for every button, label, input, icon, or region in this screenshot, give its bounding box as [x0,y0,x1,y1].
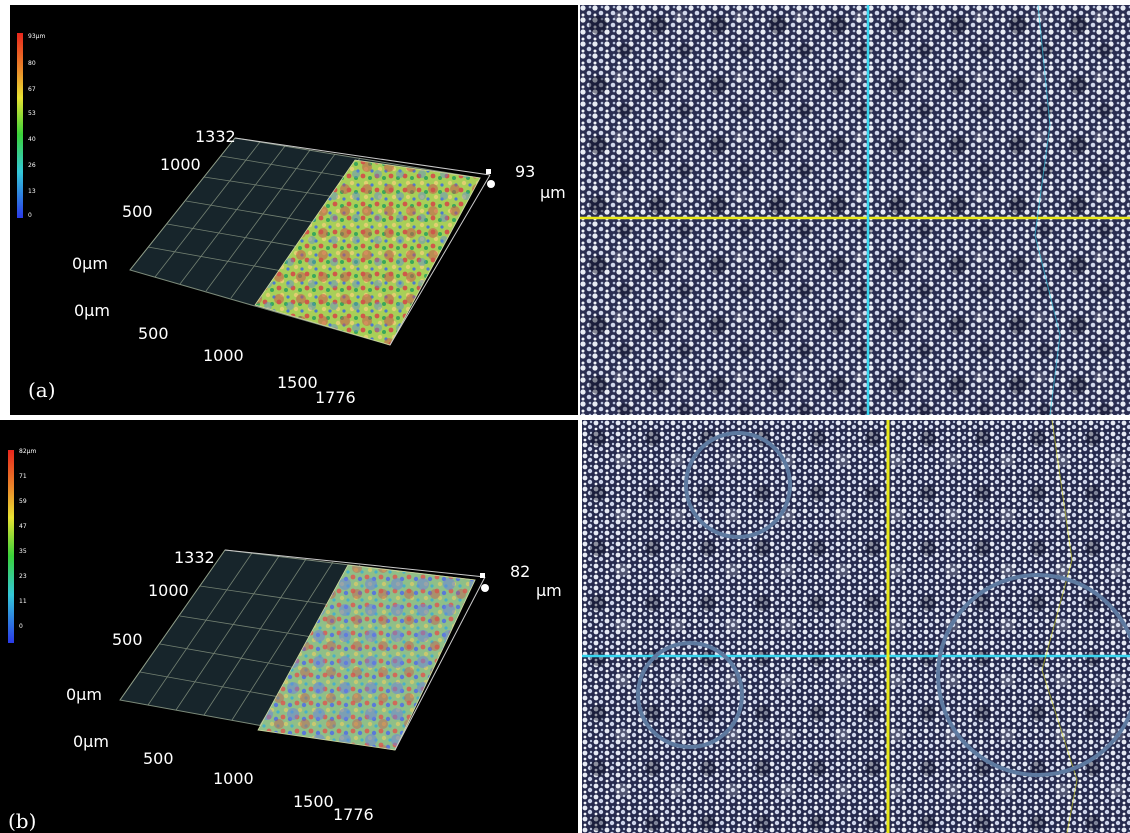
scale-tick: 13 [28,188,36,195]
panel-b-3d-svg: 82µm 71 59 47 35 23 11 0 [8,448,562,833]
scale-tick: 53 [28,110,36,117]
x-tick: 1000 [203,346,244,365]
panel-b-3d-surface: 82µm 71 59 47 35 23 11 0 [0,420,578,833]
particle-shading [580,5,1130,415]
color-scale-ticks: 93µm 80 67 53 40 26 13 0 [28,33,45,219]
z-unit: µm [536,581,562,600]
x-tick: 1500 [277,373,318,392]
panel-label: (a) [28,378,56,402]
scale-tick: 0 [28,212,32,219]
right-edge-line [389,174,491,346]
scale-tick: 71 [19,473,27,480]
corner-marker [487,180,495,188]
color-scale-bar [17,33,23,218]
x-tick: 500 [143,749,174,768]
top-edge-line [234,137,491,176]
highlight-circle [636,641,744,749]
z-max-value: 82 [510,562,530,581]
x-axis-ticks: 0µm 500 1000 1500 1776 [74,301,356,407]
x-tick: 500 [138,324,169,343]
scale-tick: 93µm [28,33,45,40]
panel-label: (b) [8,809,36,833]
panel-a-3d-svg: 93µm 80 67 53 40 26 13 0 [17,33,566,407]
particle-shading [582,420,1130,833]
z-unit: µm [540,183,566,202]
column-divider [578,0,580,833]
y-tick: 500 [122,202,153,221]
boundary-trace [1034,5,1061,415]
micrograph-b-svg [582,420,1130,833]
x-tick: 0µm [74,301,110,320]
scale-tick: 59 [19,498,27,505]
color-scale-bar [8,450,14,643]
y-axis-ticks: 1332 1000 500 0µm [66,548,215,704]
y-axis-ticks: 1332 1000 500 0µm [72,127,236,273]
scale-tick: 40 [28,136,36,143]
scale-tick: 82µm [19,448,36,455]
micrograph-a-svg [580,5,1130,415]
z-max-value: 93 [515,162,535,181]
scale-tick: 23 [19,573,27,580]
y-tick: 500 [112,630,143,649]
corner-marker [480,573,485,578]
y-tick: 0µm [66,685,102,704]
corner-marker [486,169,491,174]
right-edge-line [394,576,486,751]
scale-tick: 0 [19,623,23,630]
color-scale-ticks: 82µm 71 59 47 35 23 11 0 [19,448,36,630]
panel-b-micrograph [582,420,1130,833]
y-tick: 0µm [72,254,108,273]
y-tick: 1000 [148,581,189,600]
scale-tick: 26 [28,162,36,169]
highlight-circle [684,431,792,539]
x-tick: 1776 [315,388,356,407]
scale-tick: 47 [19,523,27,530]
surface-texture-overlay [255,160,480,345]
y-tick: 1332 [174,548,215,567]
surface-texture-overlay [258,565,475,750]
top-edge-line [224,549,486,578]
y-tick: 1000 [160,155,201,174]
x-tick: 1776 [333,805,374,824]
x-tick: 1000 [213,769,254,788]
boundary-trace [1041,420,1078,833]
scale-tick: 80 [28,60,36,67]
x-axis-ticks: 0µm 500 1000 1500 1776 [73,732,374,824]
scale-tick: 11 [19,598,27,605]
highlight-circle [936,573,1130,777]
scale-tick: 67 [28,86,36,93]
panel-a-micrograph [580,5,1130,415]
row-divider [0,415,1130,420]
panel-a-3d-surface: 93µm 80 67 53 40 26 13 0 [10,5,578,415]
x-tick: 1500 [293,792,334,811]
corner-marker [481,584,489,592]
scale-tick: 35 [19,548,27,555]
x-tick: 0µm [73,732,109,751]
y-tick: 1332 [195,127,236,146]
